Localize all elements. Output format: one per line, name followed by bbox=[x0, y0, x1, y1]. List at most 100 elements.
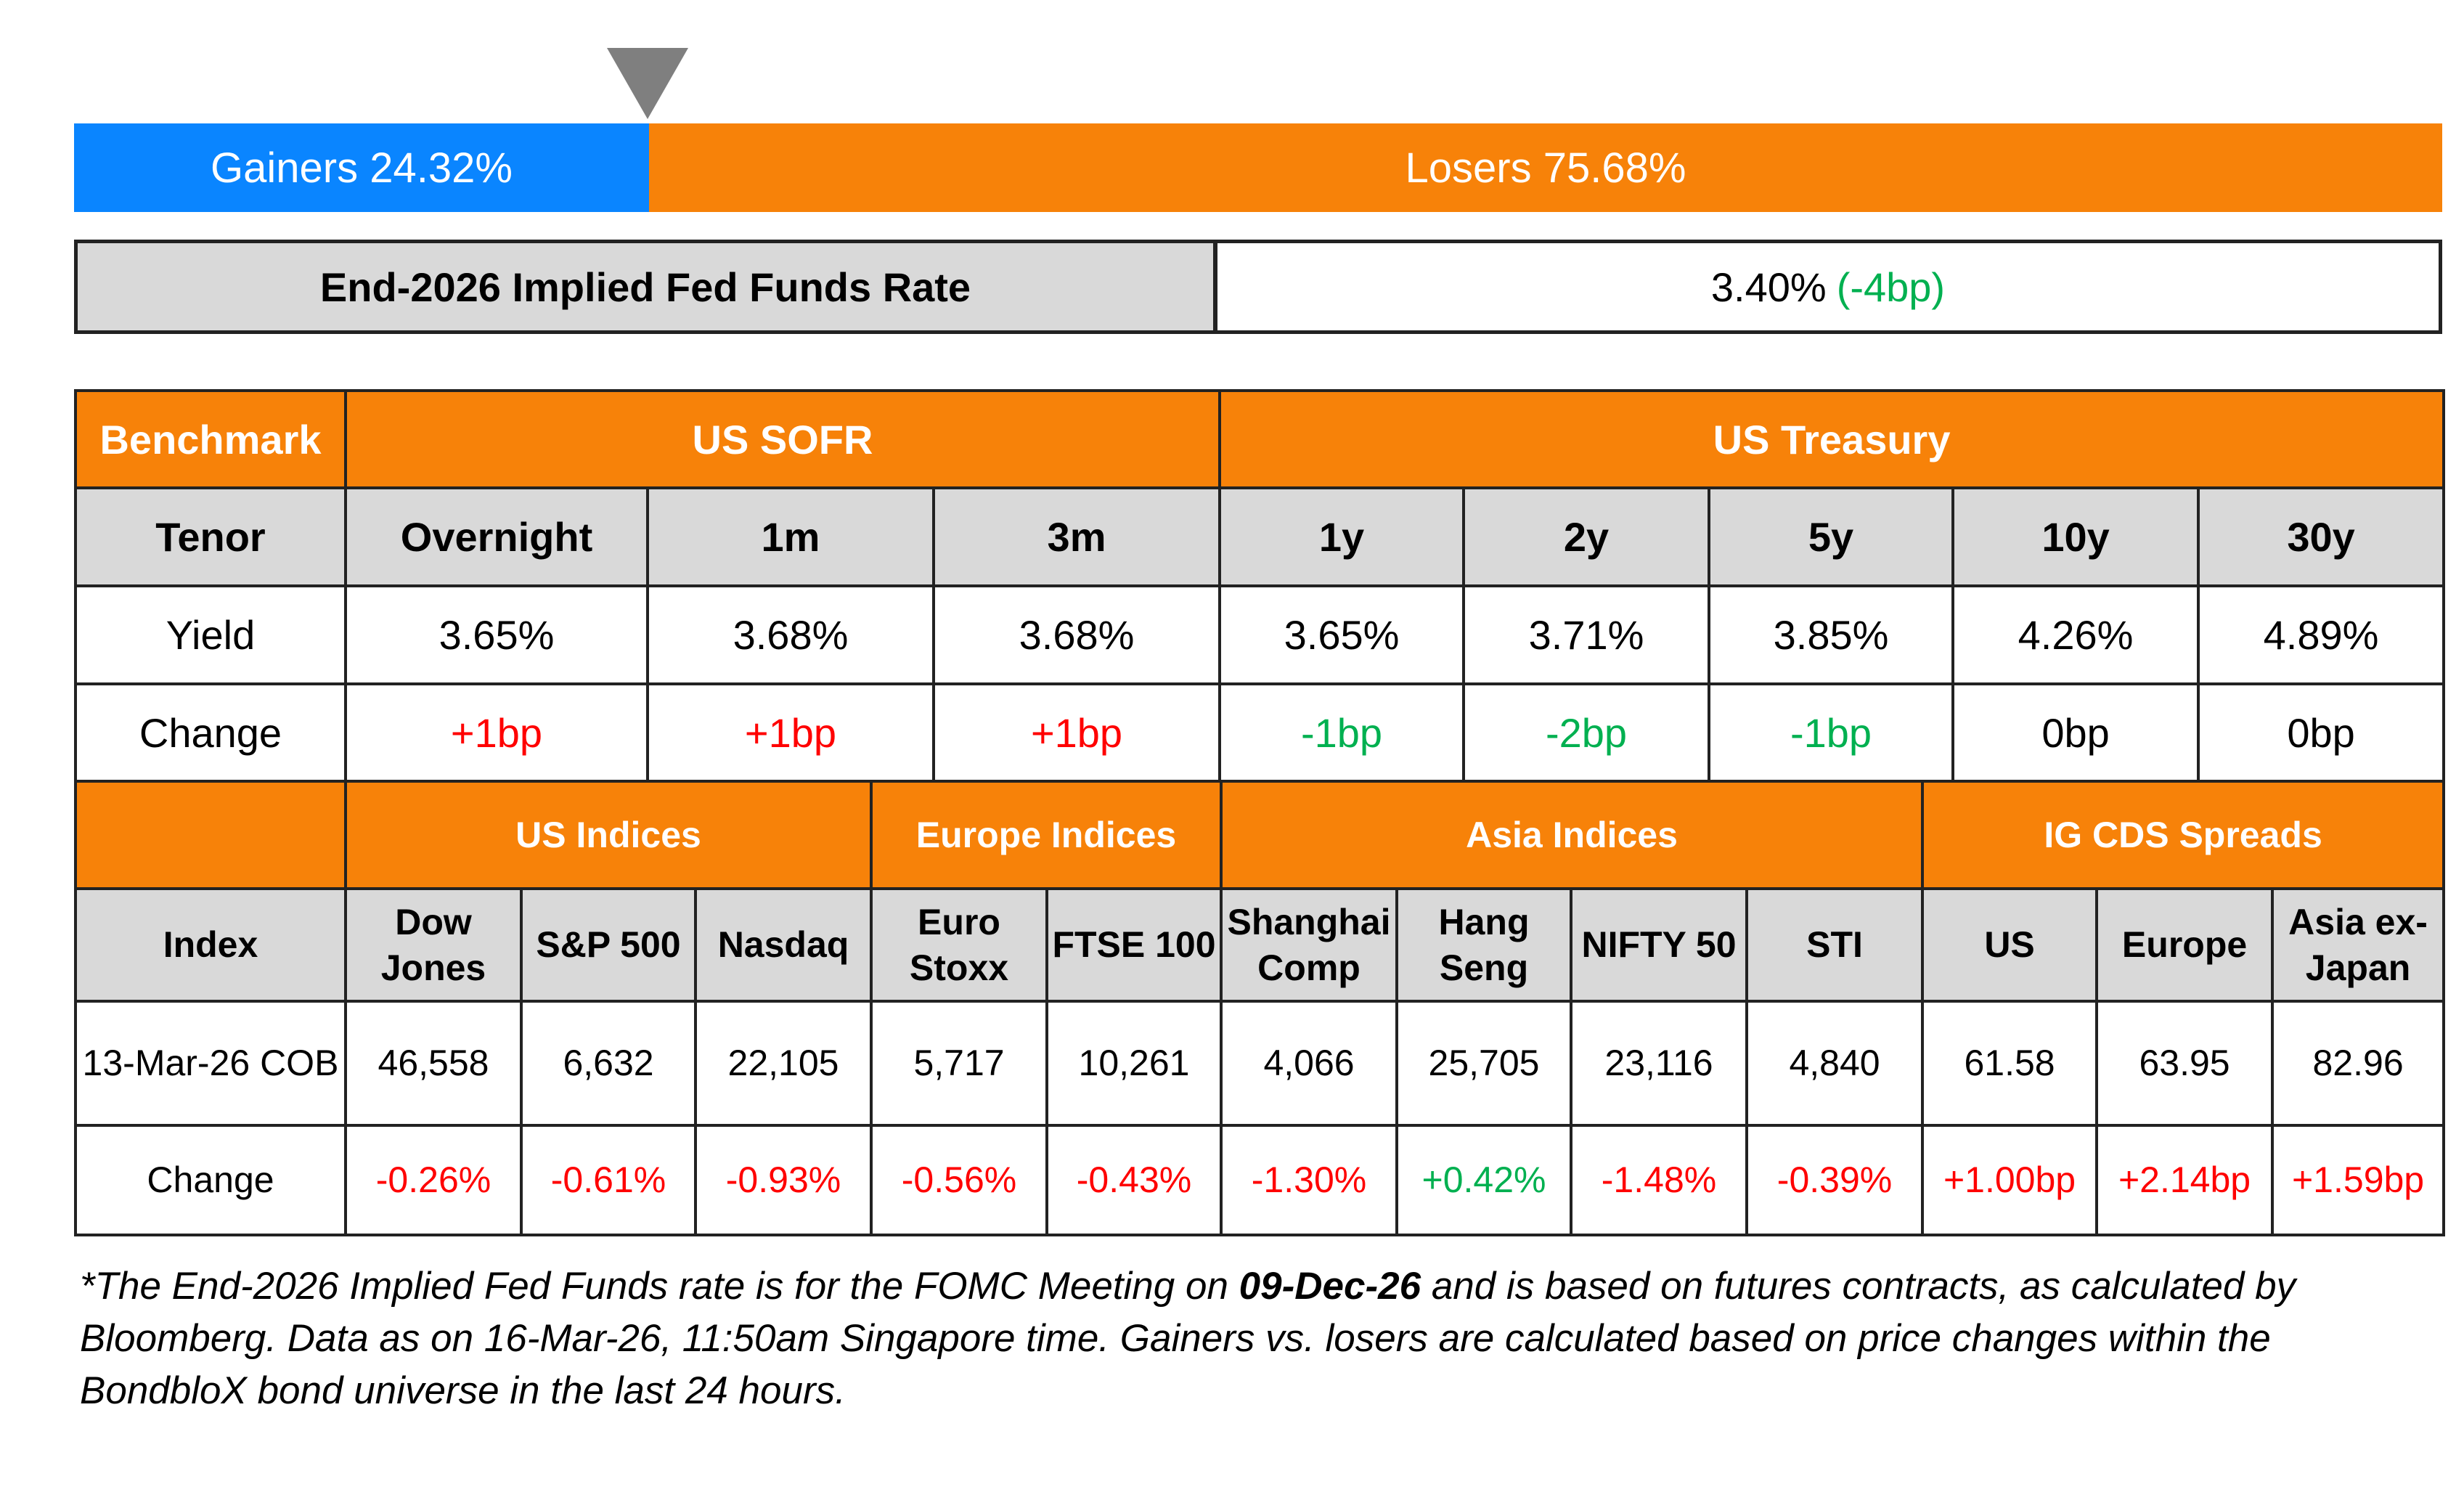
blank-header bbox=[74, 780, 347, 890]
index-name-cell: Hang Seng bbox=[1395, 887, 1572, 1003]
footnote-date: 09-Dec-26 bbox=[1239, 1265, 1421, 1308]
index-name-row: Index Dow Jones S&P 500 Nasdaq Euro Stoxx … bbox=[74, 887, 2446, 1003]
value-cell: 10,261 bbox=[1045, 1000, 1223, 1127]
index-label: Index bbox=[74, 887, 347, 1003]
yield-cell: 4.89% bbox=[2197, 584, 2446, 685]
change-cell: -1.48% bbox=[1570, 1124, 1748, 1236]
change-cell: -0.93% bbox=[694, 1124, 873, 1236]
tenor-cell: 30y bbox=[2197, 486, 2446, 587]
fed-funds-value-cell: 3.40% (-4bp) bbox=[1214, 240, 2442, 334]
change-cell: -0.43% bbox=[1045, 1124, 1223, 1236]
tenor-cell: 5y bbox=[1708, 486, 1955, 587]
change-cell: +1.00bp bbox=[1921, 1124, 2099, 1236]
index-change-row: Change -0.26% -0.61% -0.93% -0.56% -0.43… bbox=[74, 1124, 2446, 1236]
fed-funds-change: (-4bp) bbox=[1836, 264, 1946, 310]
value-cell: 46,558 bbox=[344, 1000, 523, 1127]
tenor-cell: 2y bbox=[1462, 486, 1711, 587]
change-cell: +1bp bbox=[931, 682, 1222, 783]
change-cell: 0bp bbox=[2197, 682, 2446, 783]
change-cell: +2.14bp bbox=[2095, 1124, 2275, 1236]
us-indices-header: US Indices bbox=[344, 780, 873, 890]
change-cell: -0.39% bbox=[1745, 1124, 1925, 1236]
change-cell: -0.61% bbox=[520, 1124, 697, 1236]
tenor-label: Tenor bbox=[74, 486, 347, 587]
fed-funds-value: 3.40% bbox=[1710, 264, 1827, 310]
index-name-cell: Shanghai Comp bbox=[1220, 887, 1398, 1003]
yield-cell: 4.26% bbox=[1951, 584, 2200, 685]
change-cell: -0.26% bbox=[344, 1124, 523, 1236]
change-label: Change bbox=[74, 682, 347, 783]
change-cell: +1.59bp bbox=[2271, 1124, 2446, 1236]
name-line: Shanghai bbox=[1227, 902, 1391, 942]
name-line: Japan bbox=[2305, 947, 2411, 988]
rates-table: Benchmark US SOFR US Treasury Tenor Over… bbox=[74, 389, 2446, 783]
value-cell: 6,632 bbox=[520, 1000, 697, 1127]
benchmark-header: Benchmark bbox=[74, 389, 347, 489]
change-cell: +1bp bbox=[646, 682, 935, 783]
change-cell: -1bp bbox=[1708, 682, 1955, 783]
footnote: *The End-2026 Implied Fed Funds rate is … bbox=[80, 1260, 2418, 1417]
index-name-cell: US bbox=[1921, 887, 2099, 1003]
europe-indices-header: Europe Indices bbox=[870, 780, 1223, 890]
footnote-text: *The End-2026 Implied Fed Funds rate is … bbox=[80, 1265, 1239, 1308]
indices-table: US Indices Europe Indices Asia Indices I… bbox=[74, 780, 2446, 1236]
change-cell: 0bp bbox=[1951, 682, 2200, 783]
yield-cell: 3.71% bbox=[1462, 584, 1711, 685]
value-cell: 22,105 bbox=[694, 1000, 873, 1127]
value-cell: 23,116 bbox=[1570, 1000, 1748, 1127]
yield-label: Yield bbox=[74, 584, 347, 685]
losers-label: Losers 75.68% bbox=[1405, 144, 1686, 192]
name-line: Dow bbox=[395, 902, 472, 942]
change-label: Change bbox=[74, 1124, 347, 1236]
name-line: Hang bbox=[1438, 902, 1530, 942]
name-line: Jones bbox=[380, 947, 486, 988]
tenor-cell: Overnight bbox=[344, 486, 649, 587]
rate-change-row: Change +1bp +1bp +1bp -1bp -2bp -1bp 0bp… bbox=[74, 682, 2446, 783]
index-name-cell: Nasdaq bbox=[694, 887, 873, 1003]
footnote-text: BondbloX bond universe in the last 24 ho… bbox=[80, 1369, 846, 1412]
fed-funds-label: End-2026 Implied Fed Funds Rate bbox=[74, 240, 1217, 334]
tenor-cell: 1m bbox=[646, 486, 935, 587]
yield-cell: 3.65% bbox=[344, 584, 649, 685]
footnote-text: and is based on futures contracts, as ca… bbox=[1421, 1265, 2296, 1308]
value-cell: 4,066 bbox=[1220, 1000, 1398, 1127]
tenor-cell: 3m bbox=[931, 486, 1222, 587]
value-cell: 4,840 bbox=[1745, 1000, 1925, 1127]
gainers-bar: Gainers 24.32% bbox=[74, 123, 649, 212]
yield-cell: 3.85% bbox=[1708, 584, 1955, 685]
value-cell: 5,717 bbox=[870, 1000, 1048, 1127]
cds-spreads-header: IG CDS Spreads bbox=[1921, 780, 2446, 890]
index-name-cell: Dow Jones bbox=[344, 887, 523, 1003]
name-line: Stoxx bbox=[909, 947, 1009, 988]
yield-cell: 3.68% bbox=[931, 584, 1222, 685]
index-name-cell: NIFTY 50 bbox=[1570, 887, 1748, 1003]
change-cell: +0.42% bbox=[1395, 1124, 1572, 1236]
index-name-cell: Europe bbox=[2095, 887, 2275, 1003]
value-cell: 82.96 bbox=[2271, 1000, 2446, 1127]
value-cell: 63.95 bbox=[2095, 1000, 2275, 1127]
index-name-cell: S&P 500 bbox=[520, 887, 697, 1003]
value-cell: 25,705 bbox=[1395, 1000, 1572, 1127]
change-cell: -0.56% bbox=[870, 1124, 1048, 1236]
tenor-cell: 10y bbox=[1951, 486, 2200, 587]
name-line: Euro bbox=[918, 902, 1000, 942]
change-cell: -1bp bbox=[1218, 682, 1466, 783]
tenor-cell: 1y bbox=[1218, 486, 1466, 587]
treasury-header: US Treasury bbox=[1218, 389, 2446, 489]
index-name-cell: Asia ex- Japan bbox=[2271, 887, 2446, 1003]
gainers-label: Gainers 24.32% bbox=[211, 144, 513, 192]
index-name-cell: STI bbox=[1745, 887, 1925, 1003]
yield-cell: 3.65% bbox=[1218, 584, 1466, 685]
change-cell: -2bp bbox=[1462, 682, 1711, 783]
yield-cell: 3.68% bbox=[646, 584, 935, 685]
rates-header-row: Benchmark US SOFR US Treasury bbox=[74, 389, 2446, 489]
index-name-cell: Euro Stoxx bbox=[870, 887, 1048, 1003]
tenor-row: Tenor Overnight 1m 3m 1y 2y 5y 10y 30y bbox=[74, 486, 2446, 587]
footnote-text: Bloomberg. Data as on 16-Mar-26, 11:50am… bbox=[80, 1317, 2271, 1360]
name-line: Asia ex- bbox=[2288, 902, 2428, 942]
yield-row: Yield 3.65% 3.68% 3.68% 3.65% 3.71% 3.85… bbox=[74, 584, 2446, 685]
index-name-cell: FTSE 100 bbox=[1045, 887, 1223, 1003]
index-value-row: 13-Mar-26 COB 46,558 6,632 22,105 5,717 … bbox=[74, 1000, 2446, 1127]
change-cell: +1bp bbox=[344, 682, 649, 783]
losers-bar: Losers 75.68% bbox=[649, 123, 2442, 212]
